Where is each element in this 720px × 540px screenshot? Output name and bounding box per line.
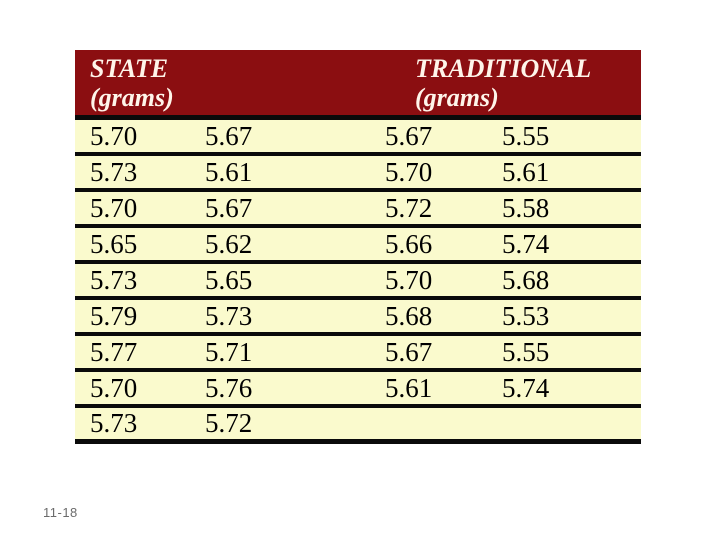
cell-traditional-2: 5.58 [502, 192, 550, 223]
cell-state-1: 5.70 [90, 192, 138, 223]
cell-state-2: 5.62 [205, 228, 253, 259]
cell-traditional-2: 5.74 [502, 228, 550, 259]
cell-traditional-1: 5.70 [385, 264, 433, 295]
cell-state-2: 5.67 [205, 192, 253, 223]
cell-state-1: 5.70 [90, 120, 138, 151]
table-row: 5.77 5.71 5.67 5.55 [75, 336, 641, 372]
cell-state-1: 5.65 [90, 228, 138, 259]
cell-state-1: 5.73 [90, 264, 138, 295]
cell-state-1: 5.73 [90, 408, 138, 438]
table-row: 5.70 5.67 5.72 5.58 [75, 192, 641, 228]
header-state: STATE (grams) [90, 54, 174, 112]
header-traditional: TRADITIONAL (grams) [415, 54, 591, 112]
cell-state-2: 5.65 [205, 264, 253, 295]
cell-state-2: 5.71 [205, 336, 253, 367]
cell-state-2: 5.67 [205, 120, 253, 151]
table-row: 5.73 5.61 5.70 5.61 [75, 156, 641, 192]
page-number-label: 11-18 [43, 505, 78, 520]
cell-traditional-2: 5.55 [502, 336, 550, 367]
cell-traditional-2: 5.61 [502, 156, 550, 187]
cell-traditional-1: 5.66 [385, 228, 433, 259]
cell-state-1: 5.79 [90, 300, 138, 331]
cell-traditional-1: 5.72 [385, 192, 433, 223]
cell-state-1: 5.77 [90, 336, 138, 367]
table-row: 5.65 5.62 5.66 5.74 [75, 228, 641, 264]
header-traditional-title: TRADITIONAL [415, 54, 592, 83]
cell-traditional-2: 5.74 [502, 372, 550, 403]
header-state-unit: (grams) [90, 83, 174, 112]
cell-traditional-2: 5.68 [502, 264, 550, 295]
cell-traditional-1: 5.61 [385, 372, 433, 403]
header-state-title: STATE [90, 54, 169, 83]
cell-traditional-1: 5.67 [385, 336, 433, 367]
cell-traditional-1: 5.67 [385, 120, 433, 151]
cell-state-2: 5.76 [205, 372, 253, 403]
cell-traditional-1: 5.68 [385, 300, 433, 331]
cell-traditional-1: 5.70 [385, 156, 433, 187]
cell-traditional-2: 5.55 [502, 120, 550, 151]
table-row: 5.70 5.67 5.67 5.55 [75, 120, 641, 156]
table-row: 5.70 5.76 5.61 5.74 [75, 372, 641, 408]
header-traditional-unit: (grams) [415, 83, 499, 112]
table-body: 5.70 5.67 5.67 5.55 5.73 5.61 5.70 5.61 … [75, 120, 641, 444]
cell-state-1: 5.73 [90, 156, 138, 187]
weights-table: STATE (grams) TRADITIONAL (grams) 5.70 5… [75, 50, 641, 444]
cell-state-2: 5.73 [205, 300, 253, 331]
table-header: STATE (grams) TRADITIONAL (grams) [75, 50, 641, 120]
table-row: 5.73 5.72 [75, 408, 641, 444]
cell-state-2: 5.61 [205, 156, 253, 187]
table-row: 5.79 5.73 5.68 5.53 [75, 300, 641, 336]
table-row: 5.73 5.65 5.70 5.68 [75, 264, 641, 300]
cell-traditional-2: 5.53 [502, 300, 550, 331]
cell-state-2: 5.72 [205, 408, 253, 438]
cell-state-1: 5.70 [90, 372, 138, 403]
